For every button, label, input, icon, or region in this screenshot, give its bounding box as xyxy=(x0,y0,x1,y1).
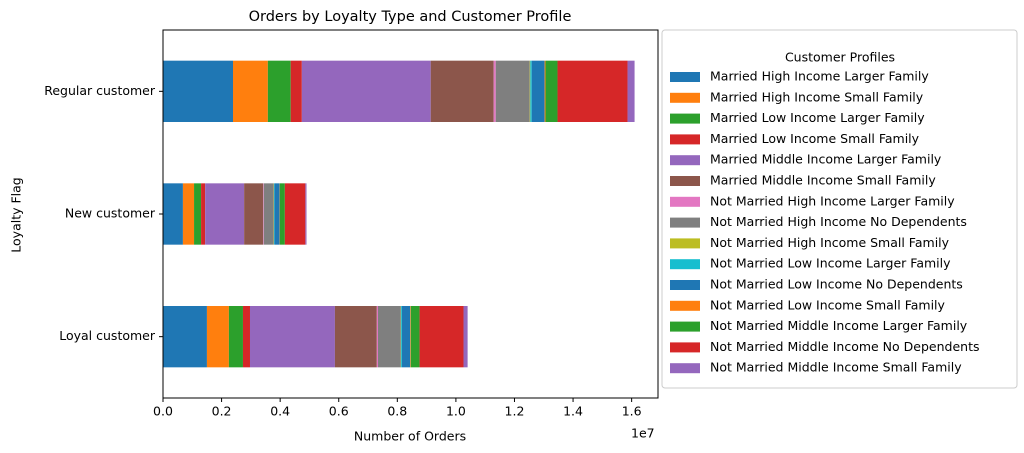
legend-swatch xyxy=(670,259,700,270)
bar-segment xyxy=(544,60,546,122)
bar-segment xyxy=(182,183,195,245)
bar-segment xyxy=(274,183,280,245)
bar-segment xyxy=(201,183,206,245)
bar-segment xyxy=(206,306,229,368)
legend-swatch xyxy=(670,92,700,103)
legend-label: Married Low Income Larger Family xyxy=(710,110,925,125)
x-axis-label: Number of Orders xyxy=(354,429,466,444)
legend-label: Not Married Low Income No Dependents xyxy=(710,277,963,292)
bar-segment xyxy=(545,60,558,122)
bar-segment xyxy=(377,306,401,368)
x-tick-label: 1.2 xyxy=(505,404,525,419)
bar-segment xyxy=(627,60,635,122)
bar-segment xyxy=(205,183,245,245)
legend-label: Married High Income Larger Family xyxy=(710,69,929,84)
bar-segment xyxy=(402,306,411,368)
bar-segment xyxy=(419,306,464,368)
bar-segment xyxy=(228,306,243,368)
legend-swatch xyxy=(670,113,700,124)
bar-segment xyxy=(242,306,250,368)
bar-segment xyxy=(290,60,302,122)
bar-segment xyxy=(430,60,494,122)
legend-label: Not Married High Income No Dependents xyxy=(710,214,967,229)
legend-swatch xyxy=(670,363,700,374)
bar-segment xyxy=(279,183,285,245)
bar-segment xyxy=(163,183,183,245)
bar-segment xyxy=(267,60,291,122)
bar-segment xyxy=(284,183,306,245)
bar-segment xyxy=(301,60,431,122)
x-offset-label: 1e7 xyxy=(631,426,655,441)
legend-swatch xyxy=(670,155,700,166)
legend-swatch xyxy=(670,72,700,82)
y-tick-label: Loyal customer xyxy=(59,328,156,343)
bar-segment xyxy=(401,306,403,368)
x-tick-label: 0.2 xyxy=(212,404,232,419)
y-tick-label: Regular customer xyxy=(44,83,156,98)
legend-label: Married Low Income Small Family xyxy=(710,131,920,146)
x-tick-label: 1.0 xyxy=(446,404,466,419)
bar-segment xyxy=(305,183,307,245)
legend-label: Not Married Low Income Small Family xyxy=(710,297,946,312)
bar-segment xyxy=(244,183,264,245)
legend-label: Married High Income Small Family xyxy=(710,89,924,104)
bar-segment xyxy=(194,183,202,245)
x-tick-label: 0.8 xyxy=(387,404,407,419)
x-tick-label: 1.4 xyxy=(563,404,583,419)
legend-label: Not Married High Income Larger Family xyxy=(710,193,955,208)
legend-box xyxy=(661,29,1018,389)
y-axis-label: Loyalty Flag xyxy=(9,177,24,252)
bar-segment xyxy=(410,306,411,368)
y-tick-label: New customer xyxy=(65,206,156,221)
legend-swatch xyxy=(670,321,700,332)
chart-title: Orders by Loyalty Type and Customer Prof… xyxy=(249,9,572,25)
bar-segment xyxy=(274,183,275,245)
bar-segment xyxy=(529,60,531,122)
legend-swatch xyxy=(670,176,700,186)
legend-swatch xyxy=(670,238,700,249)
legend-label: Married Middle Income Small Family xyxy=(710,173,936,188)
legend-swatch xyxy=(670,196,700,207)
legend-swatch xyxy=(670,300,700,311)
bar-segment xyxy=(557,60,628,122)
legend-swatch xyxy=(670,134,700,145)
bar-segment xyxy=(163,306,207,368)
bar-segment xyxy=(463,306,468,368)
bar-segment xyxy=(334,306,377,368)
legend-label: Not Married Low Income Larger Family xyxy=(710,256,951,271)
legend-swatch xyxy=(670,217,700,228)
bar-segment xyxy=(163,60,234,122)
legend-swatch xyxy=(670,342,700,353)
legend-label: Not Married Middle Income No Dependents xyxy=(710,339,979,354)
legend-label: Not Married Middle Income Larger Family xyxy=(710,318,968,333)
bar-segment xyxy=(263,183,274,245)
bar-segment xyxy=(376,306,378,368)
bar-segment xyxy=(493,60,496,122)
legend-title: Customer Profiles xyxy=(785,50,895,65)
bar-segment xyxy=(233,60,268,122)
x-tick-label: 0.6 xyxy=(329,404,349,419)
bar-segment xyxy=(530,60,532,122)
x-tick-label: 0.0 xyxy=(153,404,173,419)
bar-segment xyxy=(410,306,420,368)
bar-segment xyxy=(495,60,530,122)
bar-segment xyxy=(531,60,545,122)
legend-label: Not Married Middle Income Small Family xyxy=(710,360,962,375)
legend-label: Married Middle Income Larger Family xyxy=(710,152,942,167)
bar-segment xyxy=(263,183,264,245)
legend-swatch xyxy=(670,280,700,290)
x-tick-label: 0.4 xyxy=(270,404,290,419)
bar-segment xyxy=(249,306,335,368)
legend-label: Not Married High Income Small Family xyxy=(710,235,950,250)
x-tick-label: 1.6 xyxy=(622,404,642,419)
